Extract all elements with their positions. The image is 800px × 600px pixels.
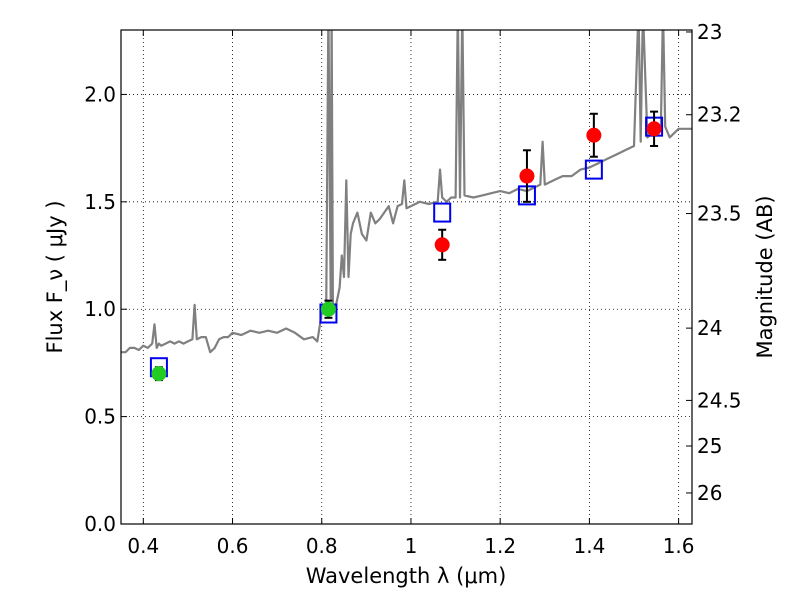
x-tick-label: 0.8 [306, 534, 338, 558]
observed-point-red [434, 237, 450, 253]
y2-tick-label: 25 [697, 434, 722, 458]
y2-axis-label: Magnitude (AB) [753, 195, 777, 358]
plot-frame [120, 29, 693, 525]
x-tick-label: 1.2 [484, 534, 516, 558]
model-photometry-square [433, 202, 452, 223]
y2-tick-label: 24.5 [697, 388, 742, 412]
y2-tick-label: 24 [697, 316, 722, 340]
y2-tick-label: 23.2 [697, 103, 742, 127]
grid [121, 30, 692, 525]
y-tick-label: 2.0 [84, 82, 116, 106]
y-tick-label: 1.5 [84, 190, 116, 214]
x-tick-label: 1.4 [573, 534, 605, 558]
y2-tick-label: 26 [697, 481, 722, 505]
y-axis-label: Flux F_ν ( μJy ) [43, 200, 68, 353]
axes: 0.4 0.6 0.8 1 1.2 1.4 1.6 0.0 0.5 1.0 1.5 2.0 23 23.2… [84, 20, 741, 558]
y2-tick-label: 23 [697, 20, 722, 44]
observed-point-red [586, 127, 602, 143]
observed-point-green [320, 301, 336, 317]
x-axis-label: Wavelength λ (μm) [306, 564, 507, 588]
y-tick-label: 1.0 [84, 297, 116, 321]
x-tick-label: 0.6 [217, 534, 249, 558]
y-tick-label: 0.5 [84, 405, 116, 429]
y2-tick-label: 23.5 [697, 202, 742, 226]
x-tick-label: 1 [405, 534, 418, 558]
model-photometry-square [584, 159, 603, 180]
observed-point-red [646, 121, 662, 137]
spectrum-line [121, 30, 692, 354]
observed-point-red [519, 168, 535, 184]
y-tick-label: 0.0 [84, 512, 116, 536]
x-tick-label: 0.4 [127, 534, 159, 558]
observed-point-green [151, 366, 167, 382]
x-tick-label: 1.6 [663, 534, 695, 558]
plot-area [121, 30, 692, 382]
